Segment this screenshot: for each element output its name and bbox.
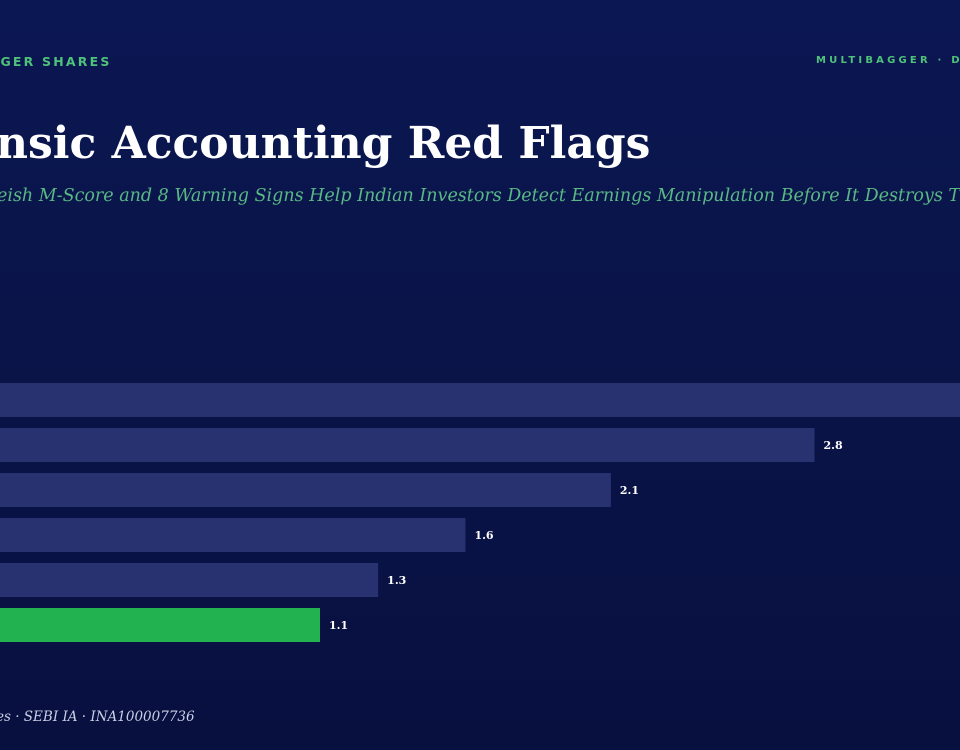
brand-label-right: MULTIBAGGER · D [816,55,960,66]
bar-value-label-3: 1.6 [474,529,493,542]
bar-4 [0,563,379,597]
bar-value-label-1: 2.8 [824,439,843,452]
bar-value-label-2: 2.1 [620,484,639,497]
bar-0 [0,383,960,417]
bar-2 [0,473,611,507]
page-title: nsic Accounting Red Flags [0,118,651,169]
bar-5 [0,608,320,642]
bar-3 [0,518,466,552]
footer-credit: es · SEBI IA · INA100007736 [0,709,195,725]
bar-1 [0,428,815,462]
page-subtitle: eish M-Score and 8 Warning Signs Help In… [0,186,960,206]
bar-value-label-4: 1.3 [387,574,406,587]
bar-value-label-5: 1.1 [329,619,348,632]
brand-label: GGER SHARES [0,54,112,69]
